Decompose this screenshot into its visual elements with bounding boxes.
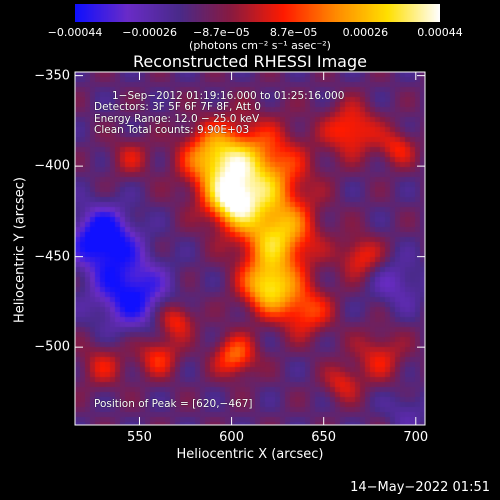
colorbar-tick-label: −0.00026 <box>122 26 178 39</box>
colorbar-unit: (photons cm⁻² s⁻¹ asec⁻²) <box>189 39 331 52</box>
annotation-clean: Clean Total counts: 9.90E+03 <box>94 124 250 136</box>
annotation-energy: Energy Range: 12.0 − 25.0 keV <box>94 113 260 125</box>
x-tick-label: 700 <box>403 430 429 445</box>
colorbar-tick-label: 0.00044 <box>417 26 463 39</box>
heatmap-image <box>75 72 425 425</box>
x-tick-label: 650 <box>311 430 337 445</box>
colorbar-gradient <box>75 4 440 22</box>
y-axis-label: Heliocentric Y (arcsec) <box>12 177 28 323</box>
colorbar-tick-label: −0.00044 <box>47 26 103 39</box>
y-tick-label: −500 <box>34 339 70 355</box>
x-tick-label: 600 <box>219 430 244 445</box>
plot-frame <box>74 71 426 426</box>
annotation-time-range: 1−Sep−2012 01:19:16.000 to 01:25:16.000 <box>112 90 345 102</box>
y-tick-label: −350 <box>34 68 70 84</box>
x-axis-label: Heliocentric X (arcsec) <box>176 447 324 462</box>
x-tick-label: 550 <box>127 430 152 445</box>
annotation-detectors: Detectors: 3F 5F 6F 7F 8F, Att 0 <box>94 101 261 113</box>
y-tick-label: −450 <box>34 249 70 265</box>
colorbar-tick-label: 8.7e−05 <box>269 26 318 39</box>
colorbar-tick-label: 0.00026 <box>342 26 389 39</box>
timestamp: 14−May−2022 01:51 <box>350 480 490 495</box>
annotation-peak: Position of Peak = [620,−467] <box>94 398 253 410</box>
y-tick-label: −400 <box>34 158 70 174</box>
chart-title: Reconstructed RHESSI Image <box>133 52 367 71</box>
colorbar-tick-label: −8.7e−05 <box>193 26 250 39</box>
